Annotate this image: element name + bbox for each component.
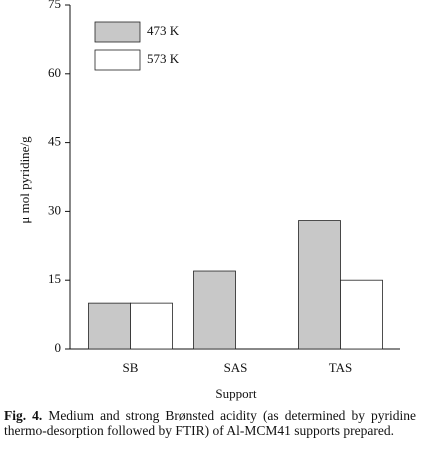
y-tick-label: 60 <box>48 65 61 80</box>
bar <box>130 302 173 350</box>
caption-label: Fig. 4. <box>4 408 43 423</box>
x-tick-label: TAS <box>329 360 353 375</box>
y-tick-label: 15 <box>48 271 61 286</box>
legend-label: 473 K <box>147 23 180 38</box>
caption: Fig. 4. Medium and strong Brønsted acidi… <box>4 408 416 438</box>
x-tick-label: SB <box>123 360 139 375</box>
legend-swatch <box>94 21 141 43</box>
y-tick-label: 45 <box>48 134 61 149</box>
y-tick-label: 75 <box>48 0 61 11</box>
y-axis-label: μ mol pyridine/g <box>17 136 32 224</box>
bar <box>193 270 236 350</box>
bar <box>88 302 131 350</box>
bar <box>298 220 341 350</box>
x-axis-label: Support <box>215 386 257 401</box>
y-tick-label: 30 <box>48 202 61 217</box>
legend-label: 573 K <box>147 51 180 66</box>
chart: μ mol pyridine/g Support 0 15 30 45 60 75 SB SA… <box>17 0 400 401</box>
y-tick-label: 0 <box>55 340 62 355</box>
x-tick-label: SAS <box>224 360 248 375</box>
caption-text: Medium and strong Brønsted acidity (as d… <box>4 408 416 438</box>
bar <box>340 279 383 350</box>
legend-swatch <box>94 49 141 71</box>
